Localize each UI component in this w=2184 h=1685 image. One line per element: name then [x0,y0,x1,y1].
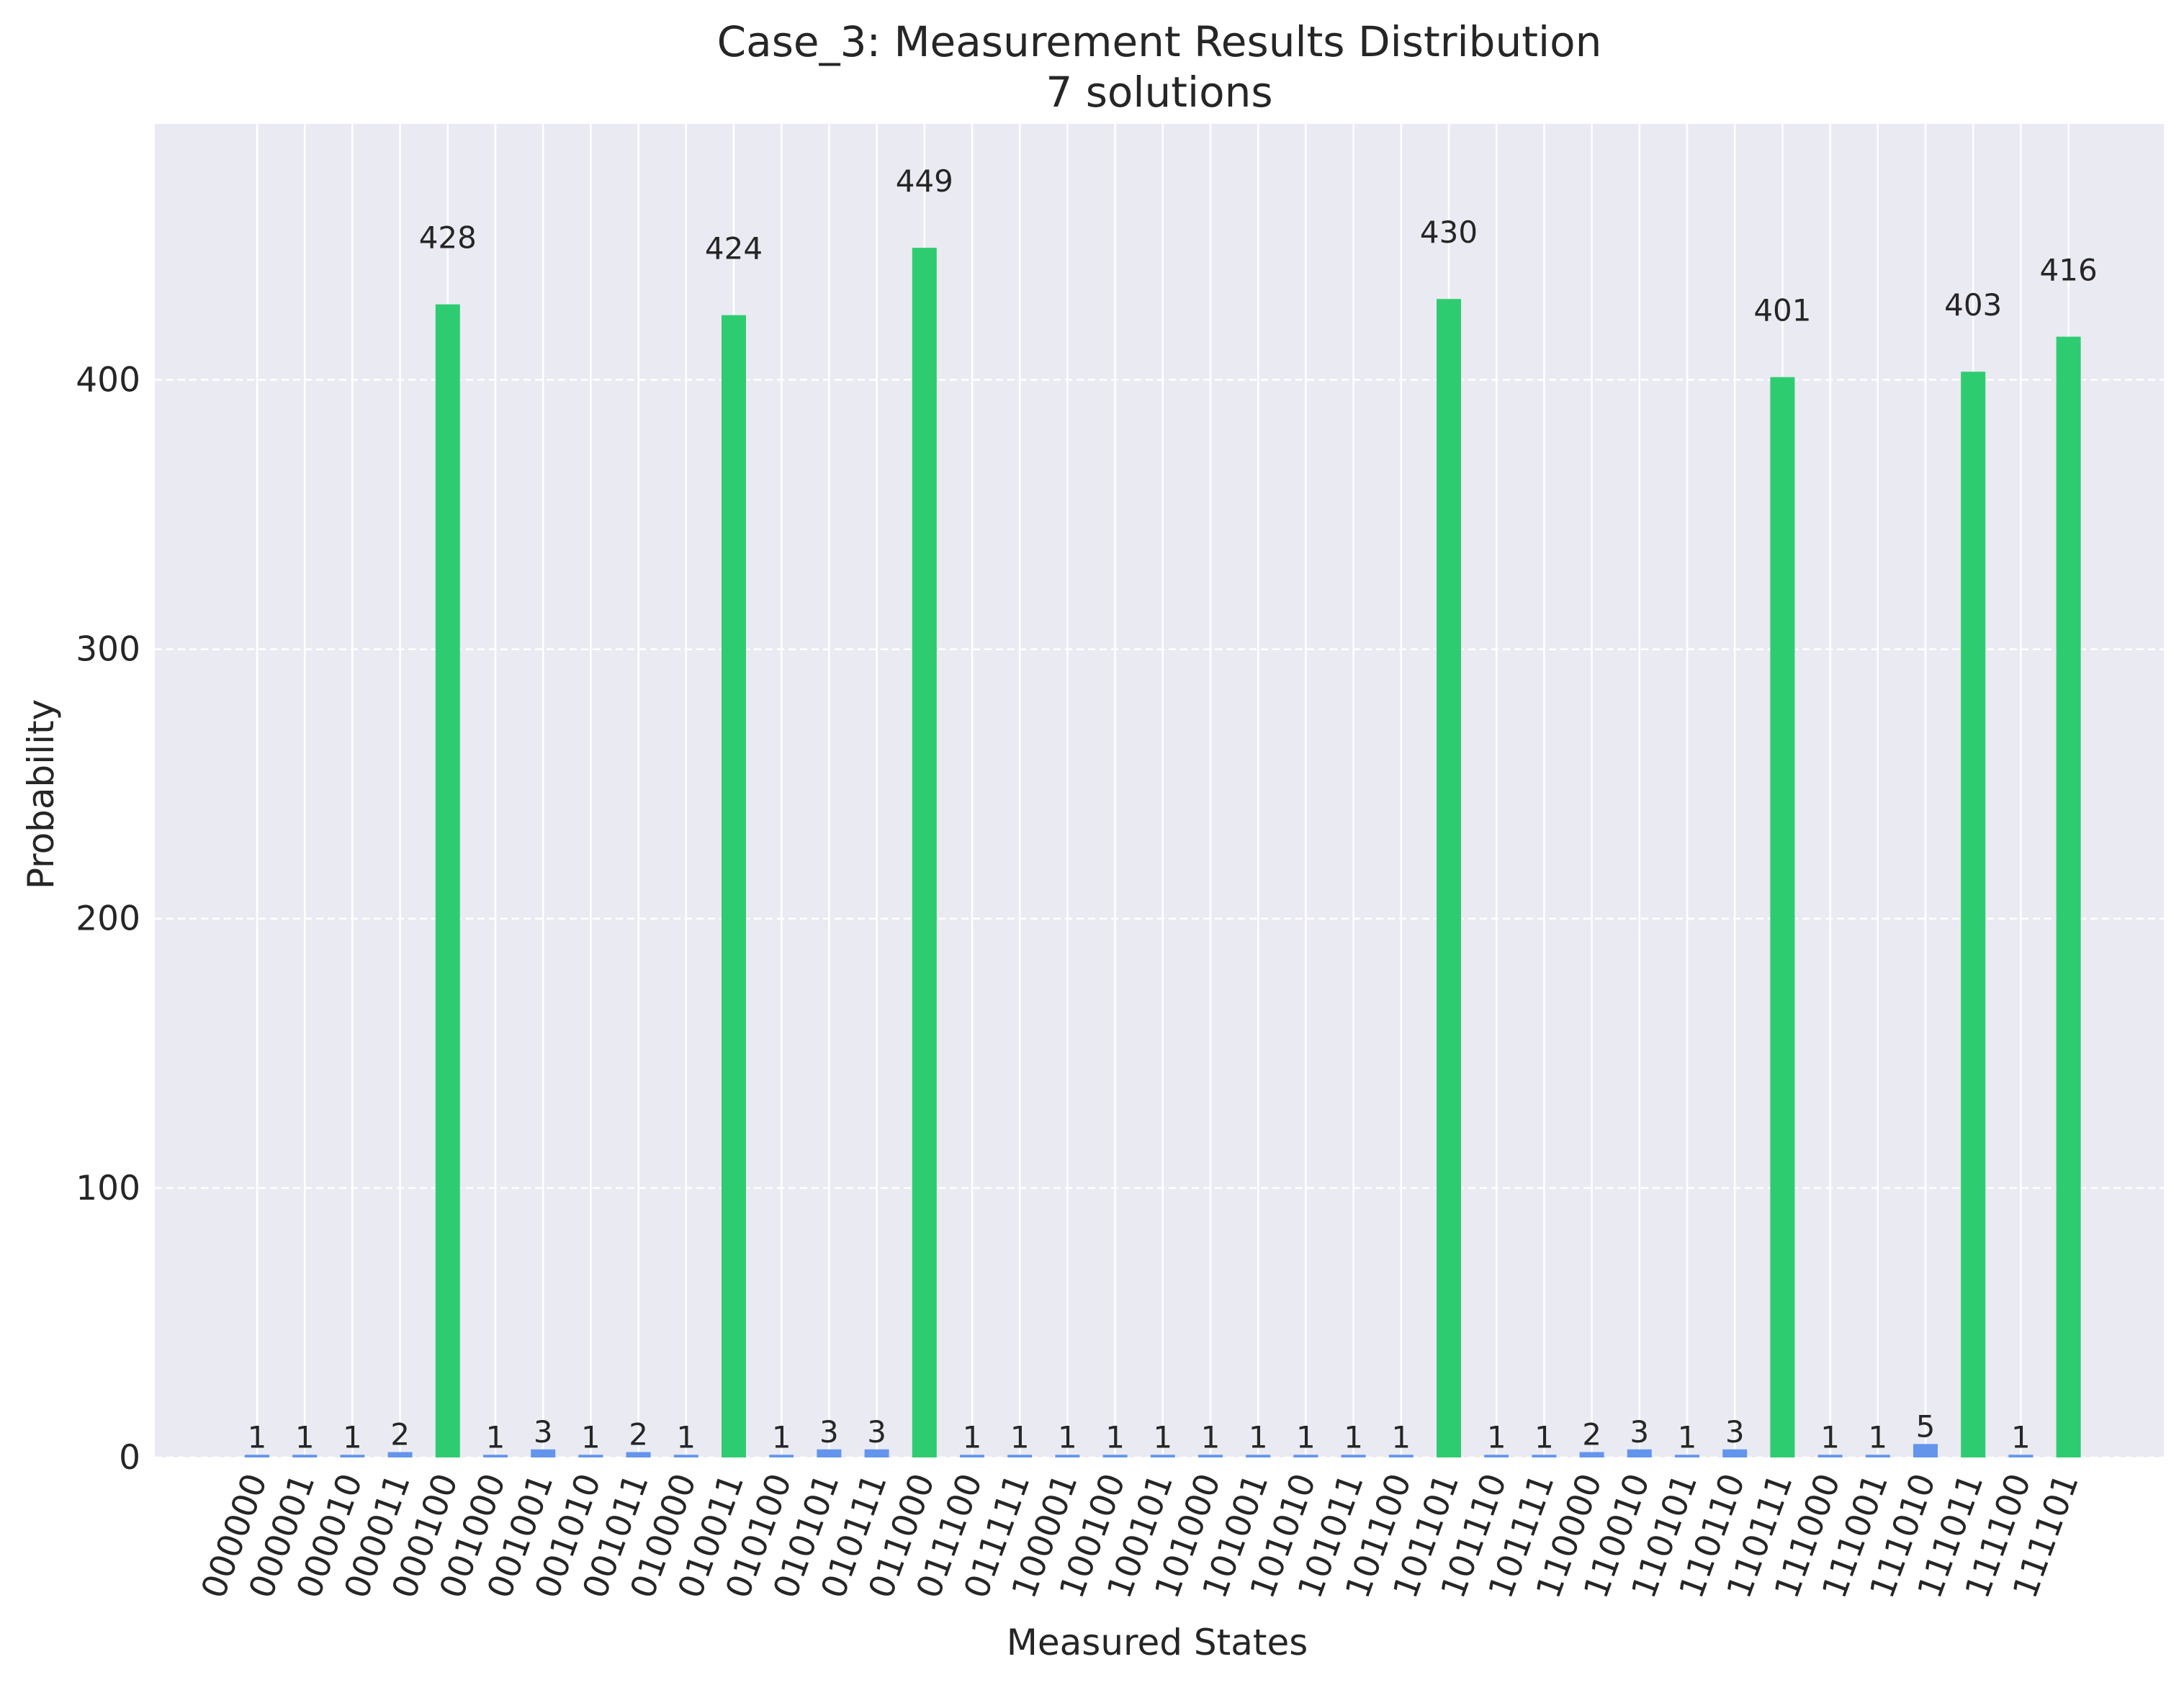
bar-solution [1961,372,1986,1457]
y-axis-label: Probability [20,699,62,889]
bar-value-label: 1 [1534,1419,1554,1455]
bar-solution [1437,299,1461,1458]
bar-value-label: 1 [1105,1419,1125,1455]
bar-value-label: 428 [419,220,477,256]
bar [578,1455,603,1457]
bar [483,1455,508,1457]
bar [1484,1455,1509,1457]
bar-value-label: 1 [1391,1419,1411,1455]
y-tick-label: 0 [119,1438,140,1478]
bar-value-label: 2 [1582,1417,1601,1452]
x-tick-labels: 0000000000010000100000110001000010000010… [194,1468,2087,1603]
bar [1865,1455,1890,1457]
bar-value-label: 1 [343,1419,362,1455]
bar [292,1455,318,1457]
bar-value-label: 1 [1868,1419,1887,1455]
y-tick-label: 400 [76,360,140,400]
bar-value-label: 3 [867,1414,886,1450]
bar-value-label: 424 [705,231,763,266]
bar [864,1449,889,1457]
bar-value-label: 1 [1249,1419,1268,1455]
bar-value-label: 1 [1820,1419,1840,1455]
bar [1627,1449,1652,1457]
bar-value-label: 1 [581,1419,601,1455]
bar-value-label: 1 [486,1419,505,1455]
y-tick-labels: 0 100 200 300 400 [76,360,140,1478]
bar-value-label: 1 [772,1419,791,1455]
bar-value-label: 2 [390,1417,410,1452]
bar-value-label: 401 [1753,293,1811,328]
y-tick-label: 200 [76,899,140,939]
bar [769,1455,794,1457]
bar [1675,1455,1699,1457]
bar-solution [2056,336,2081,1457]
bar-value-label: 1 [1487,1419,1506,1455]
bar [1055,1455,1080,1457]
bar [1246,1455,1271,1457]
bar-value-label: 416 [2040,253,2098,288]
bar [673,1455,698,1457]
bar-value-label: 3 [534,1414,553,1450]
bar [817,1449,842,1457]
bar-value-label: 1 [248,1419,267,1455]
bar-value-label: 3 [1630,1414,1649,1450]
bar-value-label: 1 [1344,1419,1363,1455]
bar-value-label: 1 [1010,1419,1030,1455]
bar-value-label: 449 [896,163,953,199]
bar-value-label: 1 [295,1419,315,1455]
bar [340,1455,365,1457]
bar-value-label: 403 [1944,287,2002,323]
bar [1198,1455,1223,1457]
bar-value-label: 5 [1916,1408,1936,1444]
bar [245,1455,269,1457]
bar [2008,1455,2034,1457]
bars [245,248,2081,1458]
bar [531,1449,556,1457]
bar-solution [1770,377,1795,1458]
bar [1150,1455,1175,1457]
bar-value-label: 1 [1153,1419,1172,1455]
bar [1817,1455,1843,1457]
bar [1341,1455,1366,1457]
bar-value-label: 3 [819,1414,839,1450]
bar [1722,1449,1748,1457]
bar [387,1452,413,1457]
y-tick-label: 300 [76,630,140,670]
bar [626,1452,651,1457]
x-axis-label: Measured States [1007,1622,1308,1663]
bar-value-label: 3 [1725,1414,1745,1450]
bar [1388,1455,1414,1457]
bar-value-label: 430 [1420,215,1478,250]
bar-value-label: 1 [1678,1419,1697,1455]
bar [1007,1455,1033,1457]
bar-value-label: 2 [629,1417,648,1452]
bar [1532,1455,1557,1457]
y-tick-label: 100 [76,1169,140,1208]
plot-area [155,124,2164,1457]
bar-solution [912,248,937,1458]
bar-solution [722,315,746,1458]
bar [960,1455,984,1457]
bar [1913,1444,1938,1457]
chart-subtitle: 7 solutions [1046,68,1272,117]
bar-value-label: 1 [1058,1419,1077,1455]
bar-solution [435,304,460,1457]
bar [1293,1455,1318,1457]
bar-value-label: 1 [1201,1419,1221,1455]
chart-title: Case_3: Measurement Results Distribution [717,17,1602,66]
bar-value-label: 1 [963,1419,982,1455]
bar-value-label: 1 [676,1419,696,1455]
bar-value-label: 1 [2011,1419,2031,1455]
bar [1102,1455,1128,1457]
bar [1579,1452,1604,1457]
bar-value-label: 1 [1296,1419,1316,1455]
